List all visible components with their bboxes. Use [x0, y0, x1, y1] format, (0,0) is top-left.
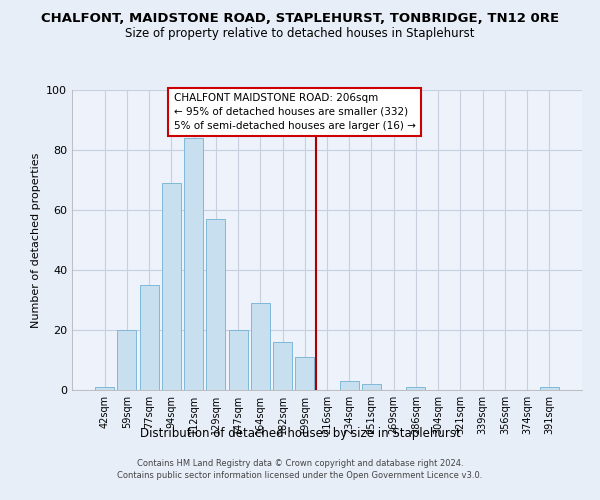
Text: Size of property relative to detached houses in Staplehurst: Size of property relative to detached ho… — [125, 28, 475, 40]
Text: Distribution of detached houses by size in Staplehurst: Distribution of detached houses by size … — [140, 428, 460, 440]
Bar — [273, 342, 292, 390]
Bar — [251, 303, 270, 390]
Text: CHALFONT, MAIDSTONE ROAD, STAPLEHURST, TONBRIDGE, TN12 0RE: CHALFONT, MAIDSTONE ROAD, STAPLEHURST, T… — [41, 12, 559, 26]
Bar — [162, 183, 181, 390]
Bar — [140, 285, 158, 390]
Bar — [95, 387, 114, 390]
Bar — [362, 384, 381, 390]
Bar — [206, 219, 225, 390]
Y-axis label: Number of detached properties: Number of detached properties — [31, 152, 41, 328]
Text: Contains HM Land Registry data © Crown copyright and database right 2024.
Contai: Contains HM Land Registry data © Crown c… — [118, 458, 482, 480]
Bar — [406, 387, 425, 390]
Text: CHALFONT MAIDSTONE ROAD: 206sqm
← 95% of detached houses are smaller (332)
5% of: CHALFONT MAIDSTONE ROAD: 206sqm ← 95% of… — [173, 93, 415, 131]
Bar — [118, 330, 136, 390]
Bar — [340, 381, 359, 390]
Bar — [540, 387, 559, 390]
Bar — [295, 357, 314, 390]
Bar — [229, 330, 248, 390]
Bar — [184, 138, 203, 390]
